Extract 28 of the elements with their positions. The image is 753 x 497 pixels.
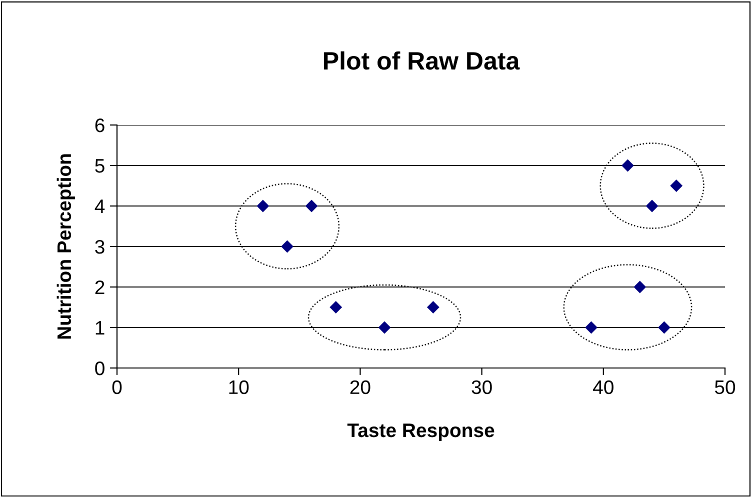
x-tick-label: 40 [593,380,614,394]
y-tick-label: 1 [96,321,104,335]
point [658,321,670,334]
point [305,200,318,212]
y-tick-label: 0 [95,361,104,376]
point [426,301,440,314]
point [622,159,634,172]
point [670,180,683,192]
point [378,321,391,334]
y-tick-label: 3 [95,240,104,254]
point [585,321,598,334]
y-axis-title: Nutrition Perception [56,154,75,339]
chart-title: Plot of Raw Data [324,51,520,70]
y-tick-label: 2 [95,280,104,294]
y-tick-label: 4 [94,200,105,214]
x-tick-label: 0 [112,380,122,394]
x-tick-label: 10 [229,380,249,394]
x-tick-label: 50 [714,380,736,394]
point [256,200,270,212]
point [634,280,646,294]
point [646,200,658,212]
x-tick-label: 20 [350,380,370,394]
x-tick-label: 30 [472,380,492,394]
x-axis-title: Taste Response [347,424,494,442]
point [330,301,342,314]
y-tick-label: 5 [95,159,104,173]
point [281,240,294,253]
y-tick-label: 6 [95,118,104,132]
